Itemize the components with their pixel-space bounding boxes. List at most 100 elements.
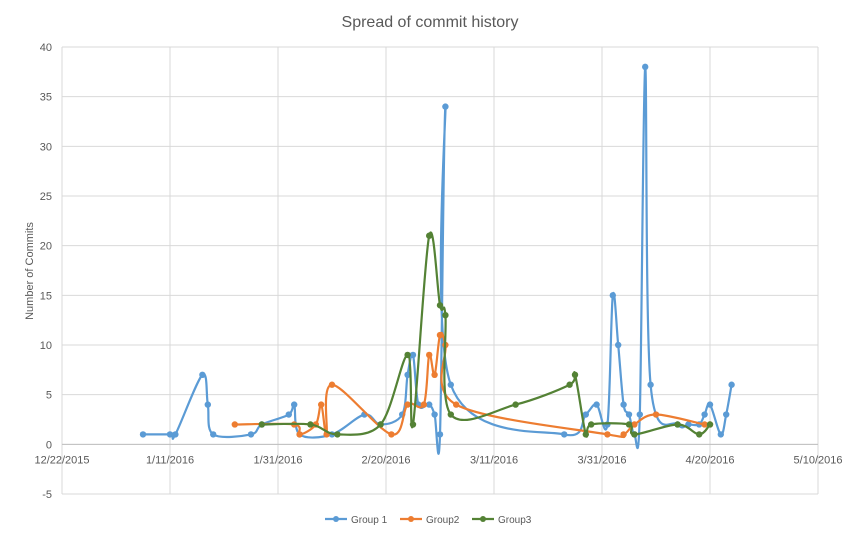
x-tick-label: 5/10/2016 — [794, 454, 843, 466]
data-point — [593, 401, 600, 408]
data-point — [291, 401, 298, 408]
data-point — [728, 381, 735, 388]
y-tick-label: 25 — [40, 191, 52, 203]
data-point — [204, 401, 211, 408]
y-tick-label: 35 — [40, 92, 52, 104]
data-point — [420, 401, 427, 408]
data-point — [166, 431, 174, 438]
data-point — [172, 431, 179, 438]
x-tick-label: 1/31/2016 — [254, 454, 303, 466]
legend-label: Group 1 — [351, 515, 388, 526]
data-point — [328, 381, 336, 388]
x-tick-label: 3/11/2016 — [470, 454, 518, 466]
data-point — [696, 431, 703, 438]
grid — [61, 46, 819, 495]
series-3 — [258, 231, 714, 438]
data-point — [426, 232, 433, 239]
data-point — [615, 341, 622, 349]
data-point — [723, 411, 730, 418]
y-axis-label: Number of Commits — [24, 222, 36, 320]
y-tick-label: 10 — [40, 340, 52, 352]
data-point — [436, 431, 444, 438]
axis-ticks: -5 0 5 10 15 20 25 30 35 40 12/22/2015 1/11/2016 1/3… — [34, 42, 842, 501]
data-point — [447, 411, 454, 418]
data-point — [625, 421, 633, 428]
data-point — [307, 421, 314, 428]
data-point — [285, 411, 292, 418]
data-point — [231, 421, 238, 428]
data-point — [620, 401, 627, 408]
legend-marker — [333, 516, 339, 522]
series-line — [142, 65, 733, 455]
legend-marker — [480, 516, 486, 522]
data-point — [674, 421, 681, 428]
data-point — [625, 411, 633, 418]
x-tick-label: 12/22/2015 — [34, 454, 89, 466]
data-point — [404, 371, 411, 378]
data-point — [377, 421, 384, 428]
data-point — [199, 371, 206, 378]
data-point — [706, 401, 714, 408]
data-point — [436, 302, 444, 309]
data-point — [453, 401, 460, 408]
y-tick-label: 0 — [46, 439, 52, 451]
chart-title: Spread of commit history — [342, 14, 519, 31]
data-point — [652, 411, 660, 418]
data-point — [620, 431, 627, 438]
data-point — [426, 401, 433, 408]
data-point — [609, 292, 616, 299]
data-point — [442, 103, 449, 110]
y-tick-label: -5 — [42, 489, 52, 501]
data-point — [636, 411, 643, 418]
data-point — [582, 431, 589, 438]
y-tick-label: 30 — [40, 141, 52, 153]
legend-item-1: Group 1 — [325, 515, 388, 526]
x-tick-label: 1/11/2016 — [146, 454, 194, 466]
y-tick-label: 20 — [40, 241, 52, 253]
data-point — [388, 431, 395, 438]
data-point — [431, 411, 438, 418]
data-point — [701, 411, 708, 418]
data-point — [296, 431, 303, 438]
y-tick-label: 15 — [40, 290, 52, 302]
data-point — [334, 431, 341, 438]
data-point — [588, 421, 595, 428]
plot-area — [139, 63, 735, 455]
data-point — [512, 401, 519, 408]
data-point — [604, 431, 611, 438]
data-point — [566, 381, 573, 388]
series-1 — [139, 63, 735, 455]
data-point — [409, 421, 417, 428]
x-tick-label: 3/31/2016 — [578, 454, 627, 466]
data-point — [442, 312, 449, 319]
data-point — [582, 411, 589, 418]
x-tick-label: 2/20/2016 — [362, 454, 411, 466]
data-point — [318, 401, 325, 408]
legend-item-2: Group2 — [400, 515, 460, 526]
data-point — [409, 351, 417, 359]
data-point — [431, 371, 438, 378]
legend-label: Group3 — [498, 515, 532, 526]
legend: Group 1 Group2 Group3 — [325, 515, 532, 526]
data-point — [426, 351, 433, 359]
data-point — [436, 331, 444, 339]
x-tick-label: 4/20/2016 — [686, 454, 735, 466]
data-point — [717, 431, 724, 438]
y-tick-label: 40 — [40, 42, 52, 54]
data-point — [701, 421, 708, 428]
data-point — [404, 351, 411, 359]
legend-item-3: Group3 — [472, 515, 532, 526]
series-line — [234, 331, 712, 439]
data-point — [631, 431, 638, 438]
series-line — [261, 231, 711, 438]
data-point — [706, 421, 714, 428]
legend-marker — [408, 516, 414, 522]
data-point — [210, 431, 217, 438]
data-point — [647, 381, 654, 388]
data-point — [447, 381, 454, 388]
y-tick-label: 5 — [46, 390, 52, 402]
series-2 — [231, 331, 714, 439]
data-point — [404, 401, 411, 408]
